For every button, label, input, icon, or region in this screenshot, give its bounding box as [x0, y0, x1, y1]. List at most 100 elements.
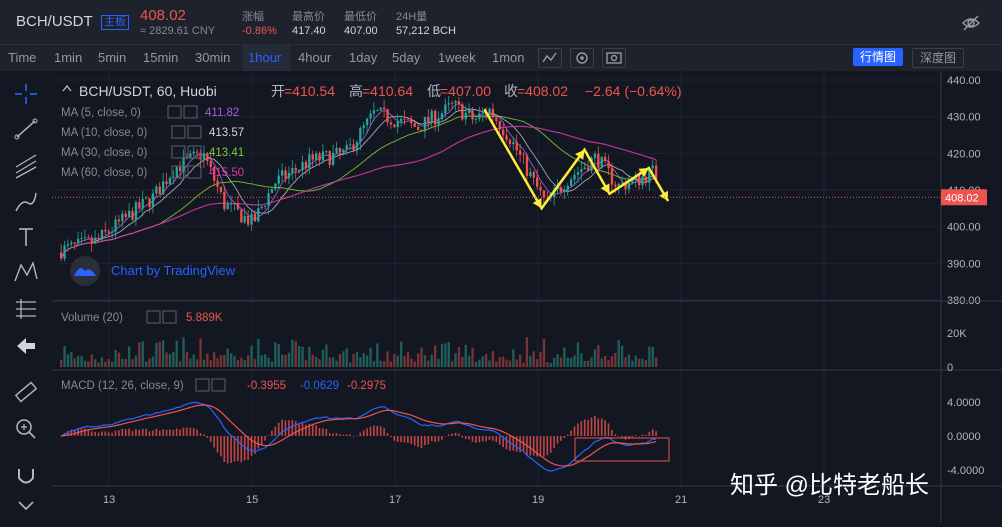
macd-histogram-bar [260, 436, 263, 445]
tab-15min[interactable]: 15min [143, 50, 179, 65]
volume-bar [614, 352, 617, 367]
macd-histogram-bar [233, 436, 236, 462]
candle-body [185, 157, 189, 158]
macd-histogram-bar [223, 436, 226, 462]
candle-body [471, 110, 474, 120]
candle-body [287, 172, 291, 179]
macd-histogram-bar [597, 418, 600, 436]
macd-histogram-bar [369, 426, 372, 436]
tab-30min[interactable]: 30min [195, 50, 231, 65]
macd-settings-icon[interactable] [195, 378, 210, 392]
tab-1min[interactable]: 1min [54, 50, 83, 65]
candle-body [379, 107, 382, 111]
volume-bar [349, 362, 352, 367]
candle-body [617, 183, 620, 187]
candle-body [165, 181, 168, 185]
volume-bar [481, 356, 484, 367]
screenshot-button[interactable] [602, 48, 626, 68]
volume-bar [175, 340, 178, 367]
candle-body [253, 213, 257, 222]
macd-close-icon[interactable] [211, 378, 226, 392]
macd-histogram-bar [141, 428, 144, 436]
ma60-close-icon[interactable] [187, 165, 202, 179]
candle-body [73, 242, 76, 244]
candle-body [624, 182, 627, 190]
ma10-close-icon[interactable] [187, 125, 202, 139]
prediction-icon[interactable] [12, 296, 40, 322]
tab-1mon[interactable]: 1mon [492, 50, 525, 65]
tab-5min[interactable]: 5min [98, 50, 127, 65]
candle-body [223, 191, 226, 210]
fib-channel-icon[interactable] [12, 153, 40, 179]
chart-area[interactable]: 440.00430.00420.00410.00400.00390.00380.… [52, 71, 1002, 522]
tab-1hour[interactable]: 1hour [248, 50, 282, 65]
depth-chart-button[interactable]: 深度图 [912, 48, 964, 68]
candle-body [587, 167, 590, 172]
symbol-title[interactable]: BCH/USDT [16, 13, 93, 30]
candle-body [216, 180, 219, 187]
zoom-icon[interactable] [12, 416, 40, 442]
collapse-legend-icon[interactable] [62, 84, 72, 92]
ma5-close-icon[interactable] [183, 105, 198, 119]
candle-body [529, 172, 532, 177]
volume-bar [651, 346, 654, 367]
market-chart-button[interactable]: 行情图 [853, 48, 903, 66]
arrow-back-icon[interactable] [12, 333, 40, 359]
indicator-button[interactable] [538, 48, 562, 68]
candle-body [151, 193, 155, 208]
pattern-icon[interactable] [12, 259, 40, 285]
candle-body [97, 237, 100, 239]
volume-bar [573, 355, 576, 367]
macd-histogram-bar [512, 436, 515, 451]
candle-body [644, 176, 648, 183]
text-tool-icon[interactable] [12, 224, 40, 250]
eye-off-icon[interactable] [960, 12, 982, 34]
macd-histogram-bar [243, 436, 246, 461]
tab-1week[interactable]: 1week [438, 50, 476, 65]
volume-bar [437, 358, 440, 367]
time-label[interactable]: Time [8, 50, 37, 65]
macd-histogram-bar [407, 436, 409, 443]
macd-histogram-bar [580, 421, 583, 436]
trend-line-icon[interactable] [12, 116, 40, 142]
macd-histogram-bar [362, 430, 365, 436]
tab-1day[interactable]: 1day [349, 50, 378, 65]
ma30-settings-icon[interactable] [171, 145, 186, 159]
tab-5day[interactable]: 5day [392, 50, 421, 65]
brush-icon[interactable] [12, 189, 40, 215]
macd-histogram-bar [655, 431, 657, 436]
macd-histogram-bar [294, 421, 297, 436]
price-chart[interactable]: 440.00430.00420.00410.00400.00390.00380.… [52, 71, 1002, 522]
candle-body [583, 167, 586, 170]
ma10-settings-icon[interactable] [171, 125, 186, 139]
tradingview-link[interactable]: Chart by TradingView [111, 263, 236, 278]
ruler-icon[interactable] [12, 379, 40, 405]
macd-histogram-bar [162, 429, 164, 436]
ma60-settings-icon[interactable] [171, 165, 186, 179]
tab-4hour[interactable]: 4hour [298, 50, 332, 65]
chevron-down-icon[interactable] [12, 493, 40, 519]
volume-bar [539, 351, 542, 367]
volume-value: 5.889K [186, 312, 223, 324]
candle-body [349, 144, 352, 146]
macd-histogram-bar [577, 423, 579, 436]
ma5-settings-icon[interactable] [167, 105, 182, 119]
macd-histogram-bar [515, 436, 518, 452]
volume-bar [389, 361, 393, 367]
ma30-close-icon[interactable] [187, 145, 202, 159]
volume-bar [604, 356, 607, 367]
candle-body [325, 151, 328, 152]
macd-histogram-bar [461, 436, 464, 438]
volume-bar [502, 356, 505, 367]
macd-histogram-bar [393, 436, 396, 441]
volume-bar [162, 340, 165, 367]
candle-body [104, 229, 107, 232]
magnet-icon[interactable] [12, 463, 40, 489]
volume-close-icon[interactable] [162, 310, 177, 324]
volume-settings-icon[interactable] [146, 310, 161, 324]
volume-bar [478, 359, 481, 367]
candle-body [230, 203, 233, 205]
crosshair-icon[interactable] [12, 81, 40, 107]
settings-button[interactable] [570, 48, 594, 68]
candle-body [168, 178, 172, 185]
